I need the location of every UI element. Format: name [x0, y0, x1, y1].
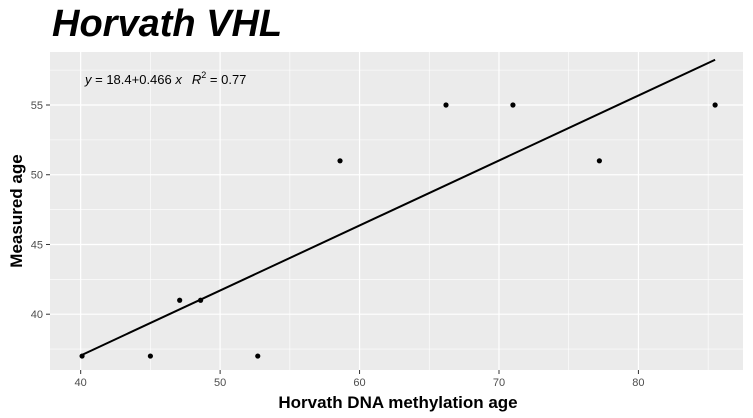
data-point	[337, 158, 343, 164]
data-point	[177, 297, 183, 303]
chart-title: Horvath VHL	[52, 3, 283, 45]
equation-r-superscript: 2	[201, 70, 206, 80]
y-tick-label: 55	[31, 100, 43, 112]
equation-intercept: = 18.4	[92, 72, 132, 87]
data-point	[79, 353, 85, 359]
equation-x: x	[174, 72, 182, 87]
data-point	[596, 158, 602, 164]
regression-layer	[81, 58, 716, 356]
major-gridlines	[50, 52, 743, 370]
y-tick-label: 50	[31, 170, 43, 182]
data-point	[255, 353, 261, 359]
data-point	[712, 102, 718, 108]
equation-y: y	[84, 72, 93, 87]
x-tick-label: 50	[214, 377, 226, 389]
equation-r2-value: = 0.77	[206, 72, 246, 87]
equation-r: R	[192, 72, 201, 87]
y-axis-title: Measured age	[7, 154, 26, 267]
y-tick-label: 40	[31, 309, 43, 321]
regression-line	[81, 58, 716, 356]
data-point	[443, 102, 449, 108]
equation-label: y = 18.4+0.466 x R2 = 0.77	[84, 70, 246, 87]
tick-labels: 40 50 60 70 80 40 45 50 55	[31, 100, 645, 389]
data-point	[147, 353, 153, 359]
x-tick-label: 70	[493, 377, 505, 389]
data-points	[79, 102, 718, 359]
data-point	[197, 297, 204, 303]
data-point	[510, 102, 516, 108]
y-tick-label: 45	[31, 239, 43, 251]
equation-slope: 0.466	[139, 72, 175, 87]
x-tick-label: 60	[353, 377, 365, 389]
x-tick-label: 40	[75, 377, 87, 389]
equation-plus: +	[132, 72, 140, 87]
x-tick-label: 80	[632, 377, 644, 389]
x-axis-title: Horvath DNA methylation age	[278, 393, 517, 412]
axis-ticks	[46, 104, 639, 374]
